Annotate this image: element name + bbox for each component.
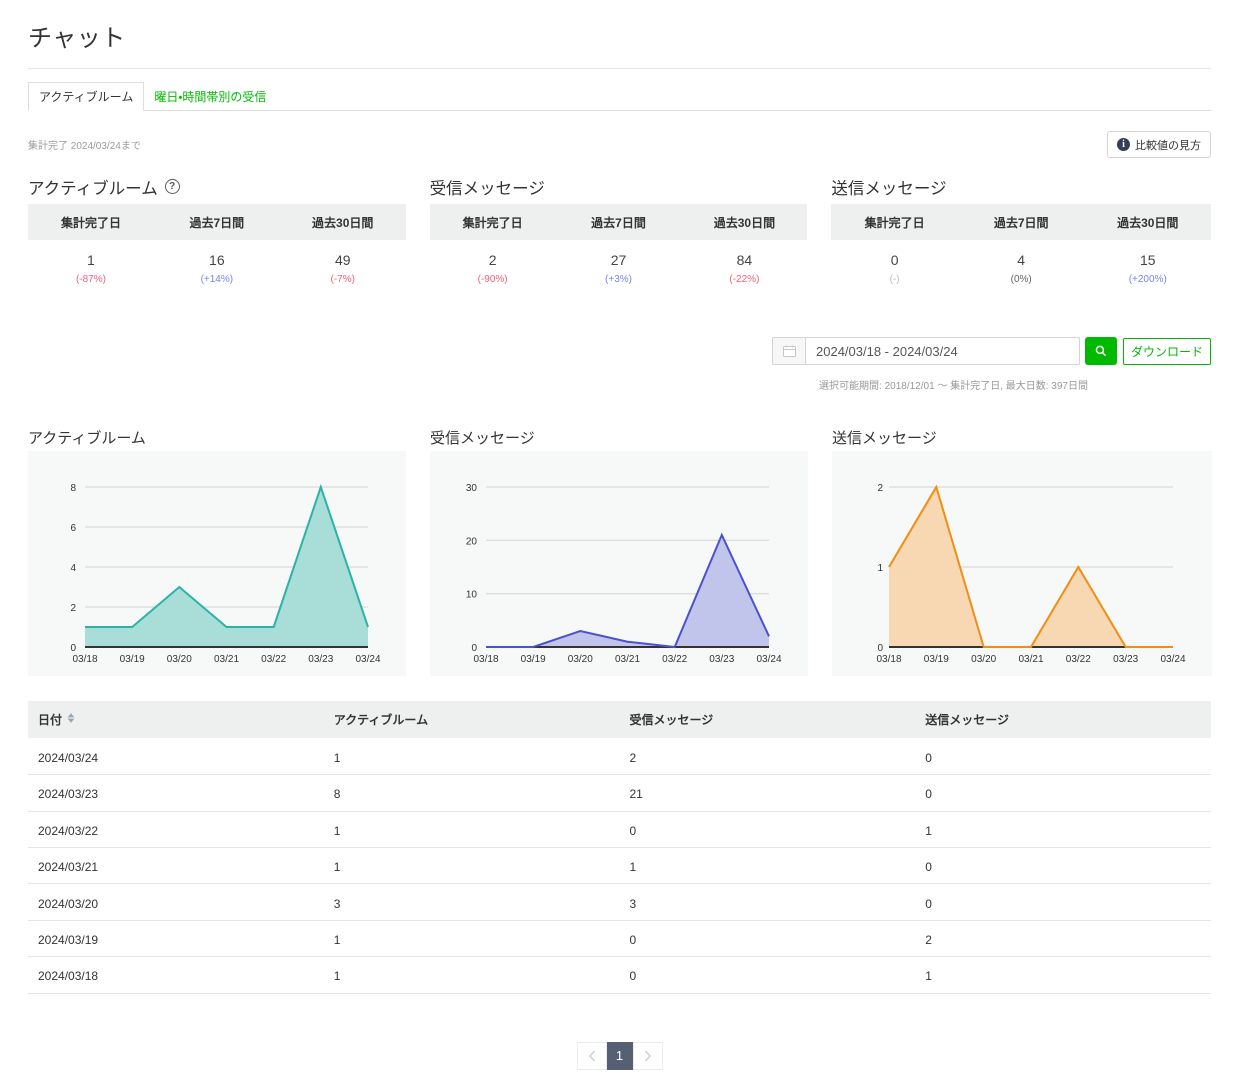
svg-text:03/21: 03/21 (1018, 654, 1043, 665)
svg-text:03/19: 03/19 (924, 654, 949, 665)
svg-text:0: 0 (877, 643, 883, 654)
svg-text:03/19: 03/19 (120, 654, 145, 665)
svg-text:03/22: 03/22 (662, 654, 687, 665)
svg-text:03/20: 03/20 (167, 654, 192, 665)
svg-text:03/24: 03/24 (756, 654, 781, 665)
svg-text:03/19: 03/19 (521, 654, 546, 665)
svg-text:03/22: 03/22 (1066, 654, 1091, 665)
svg-text:4: 4 (70, 563, 76, 574)
svg-text:03/24: 03/24 (1160, 654, 1185, 665)
svg-text:2: 2 (70, 603, 76, 614)
svg-text:03/18: 03/18 (72, 654, 97, 665)
svg-text:03/23: 03/23 (1113, 654, 1138, 665)
svg-text:2: 2 (877, 483, 883, 494)
svg-text:10: 10 (466, 590, 478, 601)
svg-text:03/18: 03/18 (473, 654, 498, 665)
svg-text:03/21: 03/21 (214, 654, 239, 665)
svg-text:0: 0 (70, 643, 76, 654)
svg-text:0: 0 (471, 643, 477, 654)
svg-text:03/20: 03/20 (568, 654, 593, 665)
svg-text:6: 6 (70, 523, 76, 534)
svg-text:03/22: 03/22 (261, 654, 286, 665)
svg-text:03/24: 03/24 (355, 654, 380, 665)
svg-text:03/18: 03/18 (876, 654, 901, 665)
svg-text:20: 20 (466, 536, 478, 547)
svg-text:03/23: 03/23 (709, 654, 734, 665)
svg-text:1: 1 (877, 563, 883, 574)
svg-text:03/21: 03/21 (615, 654, 640, 665)
svg-text:03/23: 03/23 (308, 654, 333, 665)
svg-text:03/20: 03/20 (971, 654, 996, 665)
svg-text:8: 8 (70, 483, 76, 494)
svg-text:30: 30 (466, 483, 478, 494)
